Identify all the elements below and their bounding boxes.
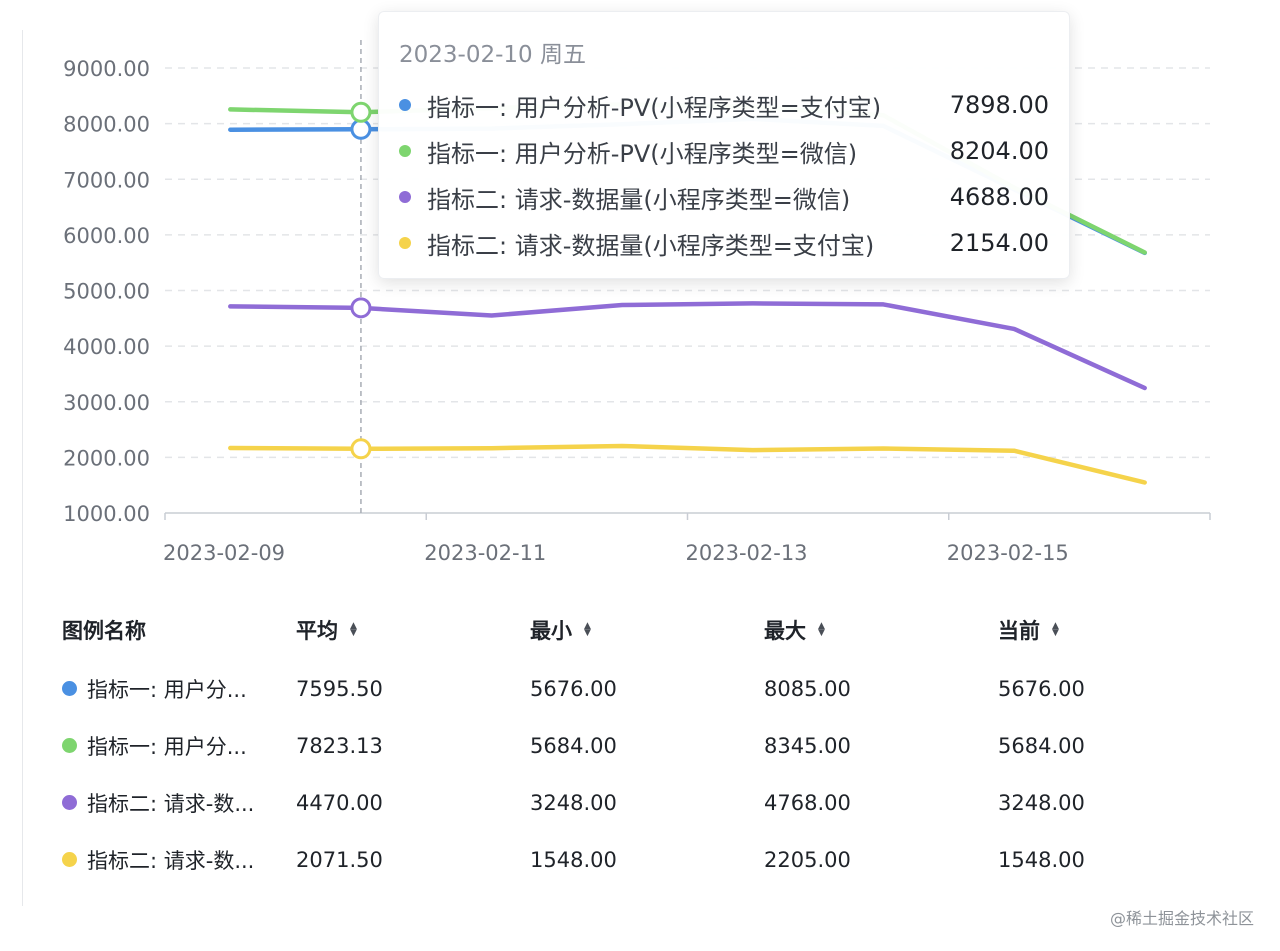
legend-avg: 7595.50 [296, 676, 383, 701]
hover-point [350, 297, 372, 319]
sort-icon[interactable]: ▲ ▼ [818, 621, 825, 638]
tooltip-series-name: 指标一: 用户分析-PV(小程序类型=微信) [427, 139, 858, 168]
tooltip-series-name: 指标一: 用户分析-PV(小程序类型=支付宝) [427, 93, 882, 122]
legend-current: 1548.00 [998, 847, 1085, 872]
series-line[interactable] [228, 443, 1147, 485]
tooltip-series-name: 指标二: 请求-数据量(小程序类型=微信) [427, 185, 851, 214]
header-avg: 平均 [296, 619, 338, 643]
legend-row[interactable]: 指标一: 用户分... 7595.50 5676.00 8085.00 5676… [62, 660, 1242, 717]
y-tick-label: 3000.00 [63, 391, 150, 415]
sort-min-button[interactable]: 最小 ▲ ▼ [530, 615, 764, 645]
sort-icon[interactable]: ▲ ▼ [1052, 621, 1059, 638]
legend-series-name: 指标一: 用户分... [87, 734, 247, 759]
legend-min: 1548.00 [530, 847, 617, 872]
panel-left-border [22, 30, 23, 906]
watermark: @稀土掘金技术社区 [1109, 909, 1254, 928]
legend-max: 2205.00 [764, 847, 851, 872]
y-tick-label: 6000.00 [63, 224, 150, 248]
header-current: 当前 [998, 619, 1040, 643]
series-color-dot [399, 99, 411, 111]
legend-series-name: 指标二: 请求-数... [87, 791, 255, 816]
legend-max: 8345.00 [764, 733, 851, 758]
legend-table: 图例名称 平均 ▲ ▼ 最小 ▲ ▼ 最大 ▲ ▼ 当前 ▲ ▼ 指标一: 用户分... 759… [62, 600, 1242, 888]
sort-current-button[interactable]: 当前 ▲ ▼ [998, 615, 1232, 645]
series-color-dot [399, 237, 411, 249]
y-tick-label: 1000.00 [63, 502, 150, 526]
legend-max: 4768.00 [764, 790, 851, 815]
tooltip-title: 2023-02-10 周五 [399, 42, 586, 68]
legend-min: 5676.00 [530, 676, 617, 701]
series-color-dot [62, 795, 77, 810]
series-line[interactable] [228, 301, 1147, 391]
legend-row[interactable]: 指标二: 请求-数... 2071.50 1548.00 2205.00 154… [62, 831, 1242, 888]
sort-avg-button[interactable]: 平均 ▲ ▼ [296, 615, 530, 645]
axes: 9000.00 8000.00 7000.00 6000.00 5000.00 4000.… [63, 57, 1211, 565]
y-tick-label: 4000.00 [63, 335, 150, 359]
legend-current: 5684.00 [998, 733, 1085, 758]
line-chart[interactable]: 9000.00 8000.00 7000.00 6000.00 5000.00 4000.… [0, 0, 1280, 590]
hover-point [350, 101, 372, 123]
series-color-dot [399, 191, 411, 203]
y-tick-label: 9000.00 [63, 57, 150, 81]
header-max: 最大 [764, 619, 806, 643]
hover-point [350, 438, 372, 460]
tooltip-series-name: 指标二: 请求-数据量(小程序类型=支付宝) [427, 231, 875, 260]
x-tick-label: 2023-02-13 [686, 541, 808, 565]
legend-current: 5676.00 [998, 676, 1085, 701]
series-color-dot [62, 852, 77, 867]
y-tick-label: 2000.00 [63, 446, 150, 470]
tooltip-series-value: 4688.00 [949, 183, 1049, 211]
header-min: 最小 [530, 619, 572, 643]
hover-point [350, 118, 372, 140]
x-tick-label: 2023-02-15 [947, 541, 1069, 565]
legend-min: 5684.00 [530, 733, 617, 758]
legend-row[interactable]: 指标一: 用户分... 7823.13 5684.00 8345.00 5684… [62, 717, 1242, 774]
tooltip-row: 指标二: 请求-数据量(小程序类型=微信) 4688.00 [399, 174, 1049, 220]
y-tick-label: 8000.00 [63, 113, 150, 137]
legend-avg: 7823.13 [296, 733, 383, 758]
legend-min: 3248.00 [530, 790, 617, 815]
legend-series-name: 指标一: 用户分... [87, 677, 247, 702]
header-legend-name: 图例名称 [62, 619, 146, 643]
tooltip-series-value: 8204.00 [949, 137, 1049, 165]
legend-row[interactable]: 指标二: 请求-数... 4470.00 3248.00 4768.00 324… [62, 774, 1242, 831]
x-tick-label: 2023-02-11 [424, 541, 546, 565]
series-color-dot [62, 681, 77, 696]
sort-max-button[interactable]: 最大 ▲ ▼ [764, 615, 998, 645]
y-tick-label: 5000.00 [63, 280, 150, 304]
tooltip-row: 指标一: 用户分析-PV(小程序类型=支付宝) 7898.00 [399, 82, 1049, 128]
legend-series-name: 指标二: 请求-数... [87, 848, 255, 873]
legend-avg: 2071.50 [296, 847, 383, 872]
tooltip-row: 指标一: 用户分析-PV(小程序类型=微信) 8204.00 [399, 128, 1049, 174]
legend-max: 8085.00 [764, 676, 851, 701]
legend-current: 3248.00 [998, 790, 1085, 815]
tooltip-series-value: 2154.00 [949, 229, 1049, 257]
tooltip-series-value: 7898.00 [949, 91, 1049, 119]
legend-avg: 4470.00 [296, 790, 383, 815]
x-tick-label: 2023-02-09 [163, 541, 285, 565]
hover-markers [350, 40, 372, 513]
sort-icon[interactable]: ▲ ▼ [350, 621, 357, 638]
sort-icon[interactable]: ▲ ▼ [584, 621, 591, 638]
chart-tooltip: 2023-02-10 周五 指标一: 用户分析-PV(小程序类型=支付宝) 78… [378, 11, 1070, 279]
tooltip-row: 指标二: 请求-数据量(小程序类型=支付宝) 2154.00 [399, 220, 1049, 266]
series-color-dot [62, 738, 77, 753]
legend-table-header: 图例名称 平均 ▲ ▼ 最小 ▲ ▼ 最大 ▲ ▼ 当前 ▲ ▼ [62, 600, 1242, 660]
series-color-dot [399, 145, 411, 157]
y-tick-label: 7000.00 [63, 168, 150, 192]
